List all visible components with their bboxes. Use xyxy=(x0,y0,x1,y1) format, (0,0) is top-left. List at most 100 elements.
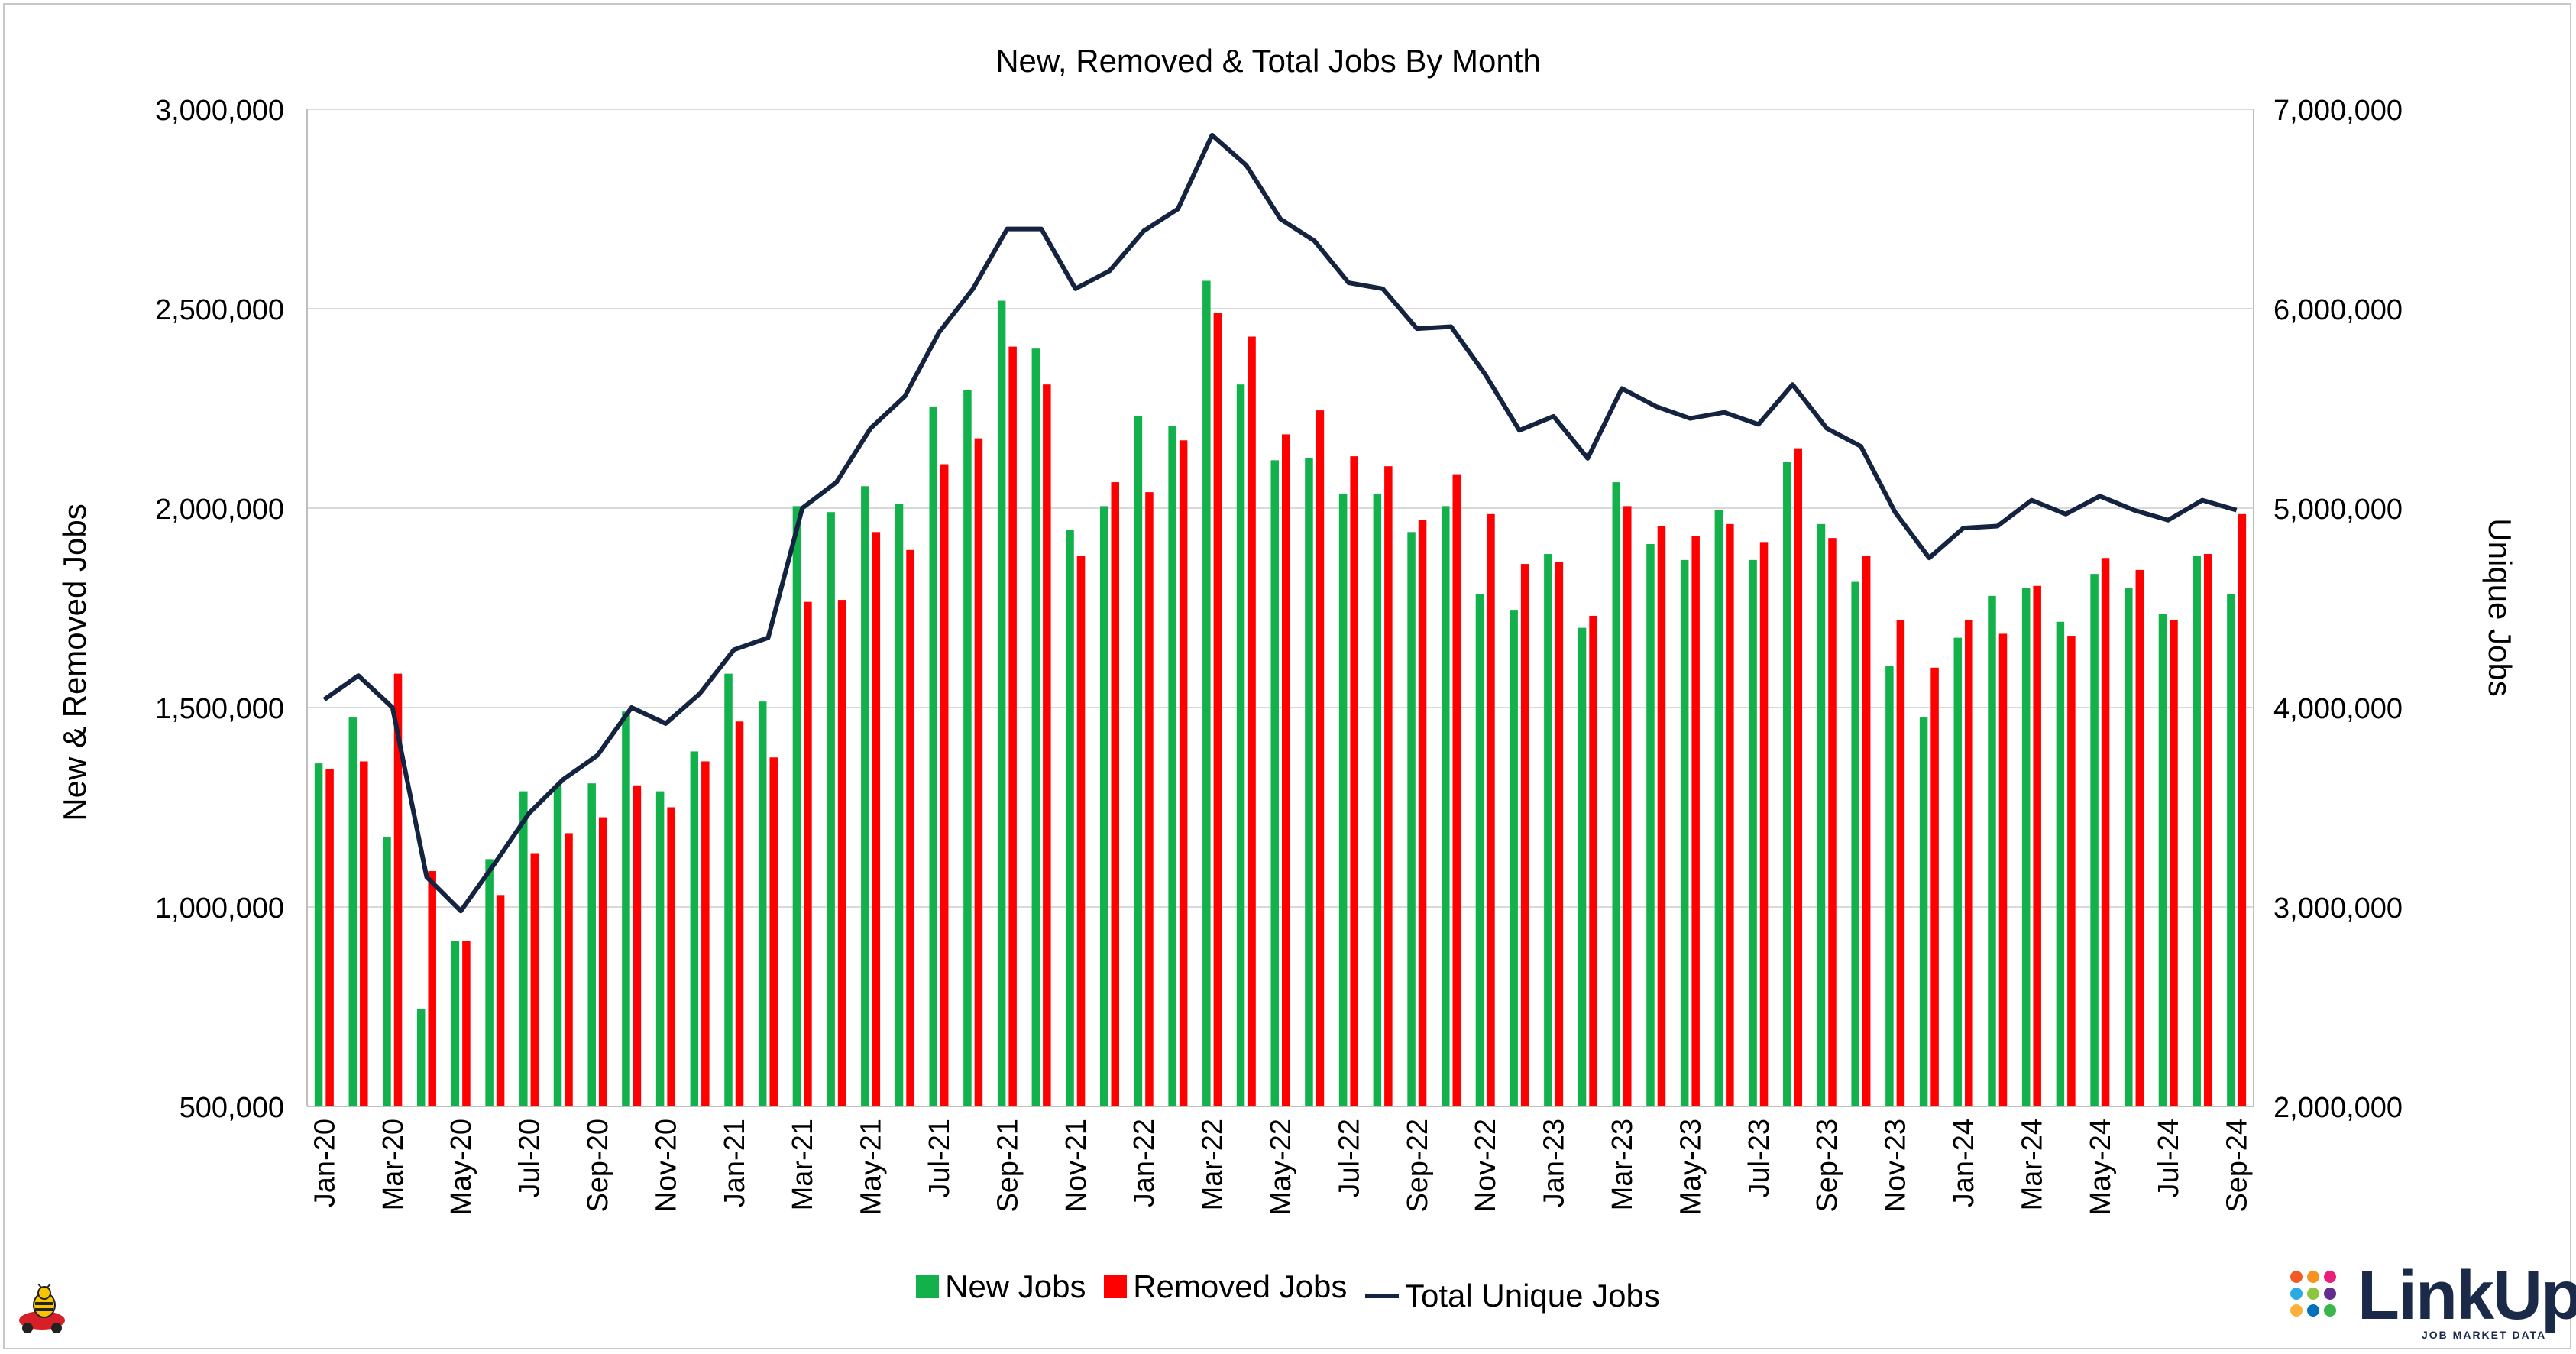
bar-new-jobs xyxy=(2227,594,2235,1106)
bar-new-jobs xyxy=(1612,482,1621,1106)
x-tick-label: Jan-24 xyxy=(1948,1119,1980,1207)
bar-removed-jobs xyxy=(1316,410,1325,1106)
bar-removed-jobs xyxy=(1691,536,1700,1106)
bar-new-jobs xyxy=(553,785,562,1106)
bar-new-jobs xyxy=(2193,556,2201,1106)
bar-removed-jobs xyxy=(1726,523,1734,1106)
bar-new-jobs xyxy=(383,837,391,1106)
bar-new-jobs xyxy=(1270,460,1279,1106)
x-tick-label: Jan-21 xyxy=(719,1119,751,1207)
bar-removed-jobs xyxy=(462,941,471,1106)
bar-removed-jobs xyxy=(735,721,744,1106)
bar-new-jobs xyxy=(758,701,767,1106)
bar-new-jobs xyxy=(1202,280,1211,1107)
x-tick-label: May-22 xyxy=(1265,1119,1297,1216)
x-tick-label: Nov-21 xyxy=(1060,1119,1092,1213)
legend-swatch-new-jobs xyxy=(916,1275,940,1298)
bar-removed-jobs xyxy=(1145,492,1154,1106)
bar-new-jobs xyxy=(895,504,904,1106)
bar-new-jobs xyxy=(1578,627,1587,1106)
bar-new-jobs xyxy=(1407,532,1416,1106)
bar-removed-jobs xyxy=(1487,513,1495,1106)
x-tick-labels: Jan-20 Mar-20 May-20 Jul-20 Sep-20 Nov-20 Jan-… xyxy=(309,1119,2253,1216)
bar-removed-jobs xyxy=(1179,440,1188,1106)
bar-removed-jobs xyxy=(872,532,881,1106)
bar-new-jobs xyxy=(963,390,972,1106)
bar-removed-jobs xyxy=(428,871,436,1106)
bar-new-jobs xyxy=(1817,523,1826,1106)
bar-removed-jobs xyxy=(2170,620,2178,1106)
y-tick-label: 500,000 xyxy=(180,1092,284,1124)
x-tick-label: Jul-21 xyxy=(924,1119,956,1198)
x-tick-label: Jul-20 xyxy=(514,1119,546,1198)
x-tick-label: Jan-23 xyxy=(1539,1119,1571,1207)
bar-removed-jobs xyxy=(1896,620,1905,1106)
bar-removed-jobs xyxy=(2101,558,2110,1106)
y2-tick-label: 4,000,000 xyxy=(2273,693,2403,725)
bar-new-jobs xyxy=(2090,574,2099,1106)
bar-new-jobs xyxy=(2158,614,2167,1106)
y2-tick-label: 5,000,000 xyxy=(2273,494,2403,526)
bar-new-jobs xyxy=(1168,426,1176,1106)
bee-car-icon xyxy=(19,1284,65,1333)
legend: New Jobs Removed Jobs Total Unique Jobs xyxy=(0,1268,2576,1314)
bar-removed-jobs xyxy=(2067,636,2076,1106)
bar-new-jobs xyxy=(690,751,699,1106)
x-tick-label: Mar-23 xyxy=(1607,1119,1639,1210)
y2-tick-label: 3,000,000 xyxy=(2273,892,2403,925)
y2-tick-label: 6,000,000 xyxy=(2273,294,2403,326)
line-series xyxy=(322,132,2238,914)
x-tick-label: Mar-21 xyxy=(787,1119,819,1210)
bar-removed-jobs xyxy=(804,601,812,1106)
bar-new-jobs xyxy=(1442,506,1450,1106)
bar-new-jobs xyxy=(1885,666,1894,1106)
bar-removed-jobs xyxy=(1862,556,1871,1106)
bar-removed-jobs xyxy=(1998,633,2008,1106)
bar-removed-jobs xyxy=(1657,526,1666,1106)
bar-new-jobs xyxy=(451,941,460,1106)
bar-new-jobs xyxy=(1031,348,1040,1106)
bar-new-jobs xyxy=(1714,510,1723,1106)
bar-new-jobs xyxy=(1919,717,1928,1106)
bar-removed-jobs xyxy=(1794,448,1803,1106)
x-tick-label: Jan-20 xyxy=(309,1119,341,1207)
axes xyxy=(306,109,2254,1107)
bar-new-jobs xyxy=(416,1009,426,1106)
x-tick-label: Sep-23 xyxy=(1811,1119,1843,1213)
bar-removed-jobs xyxy=(974,438,983,1106)
bar-new-jobs xyxy=(1544,554,1552,1106)
x-tick-label: Jan-22 xyxy=(1128,1119,1160,1207)
bar-new-jobs xyxy=(1338,494,1348,1106)
legend-swatch-total-unique xyxy=(1365,1294,1399,1298)
bar-removed-jobs xyxy=(701,761,710,1106)
bar-removed-jobs xyxy=(393,673,403,1106)
chart-title: New, Removed & Total Jobs By Month xyxy=(995,43,1541,79)
y-tick-label: 1,500,000 xyxy=(155,693,284,725)
bar-new-jobs xyxy=(2056,621,2065,1106)
y-axis-label: New & Removed Jobs xyxy=(57,504,92,821)
bar-removed-jobs xyxy=(667,807,675,1106)
legend-label-new-jobs: New Jobs xyxy=(945,1268,1086,1304)
y2-tick-label: 7,000,000 xyxy=(2273,95,2403,127)
y-tick-label: 1,000,000 xyxy=(155,892,284,925)
y-tick-label: 3,000,000 xyxy=(155,95,284,127)
bar-new-jobs xyxy=(1646,543,1655,1106)
legend-label-total-unique: Total Unique Jobs xyxy=(1405,1278,1660,1314)
bar-removed-jobs xyxy=(496,895,505,1106)
y2-tick-labels: 2,000,000 3,000,000 4,000,000 5,000,000 6,00… xyxy=(2273,95,2403,1124)
bar-new-jobs xyxy=(587,783,596,1106)
x-tick-label: Mar-20 xyxy=(377,1119,409,1210)
legend-item-removed-jobs: Removed Jobs xyxy=(1104,1268,1347,1305)
x-tick-label: Mar-22 xyxy=(1197,1119,1229,1210)
x-tick-label: May-24 xyxy=(2085,1119,2117,1216)
bar-removed-jobs xyxy=(325,769,334,1106)
bar-new-jobs xyxy=(519,791,528,1106)
bar-removed-jobs xyxy=(1828,538,1837,1106)
bar-removed-jobs xyxy=(1589,615,1597,1106)
bar-removed-jobs xyxy=(1930,667,1939,1106)
bar-removed-jobs xyxy=(2203,554,2212,1106)
bar-removed-jobs xyxy=(1759,542,1769,1106)
bar-removed-jobs xyxy=(530,853,539,1106)
dots-grid-icon xyxy=(2290,1271,2336,1317)
